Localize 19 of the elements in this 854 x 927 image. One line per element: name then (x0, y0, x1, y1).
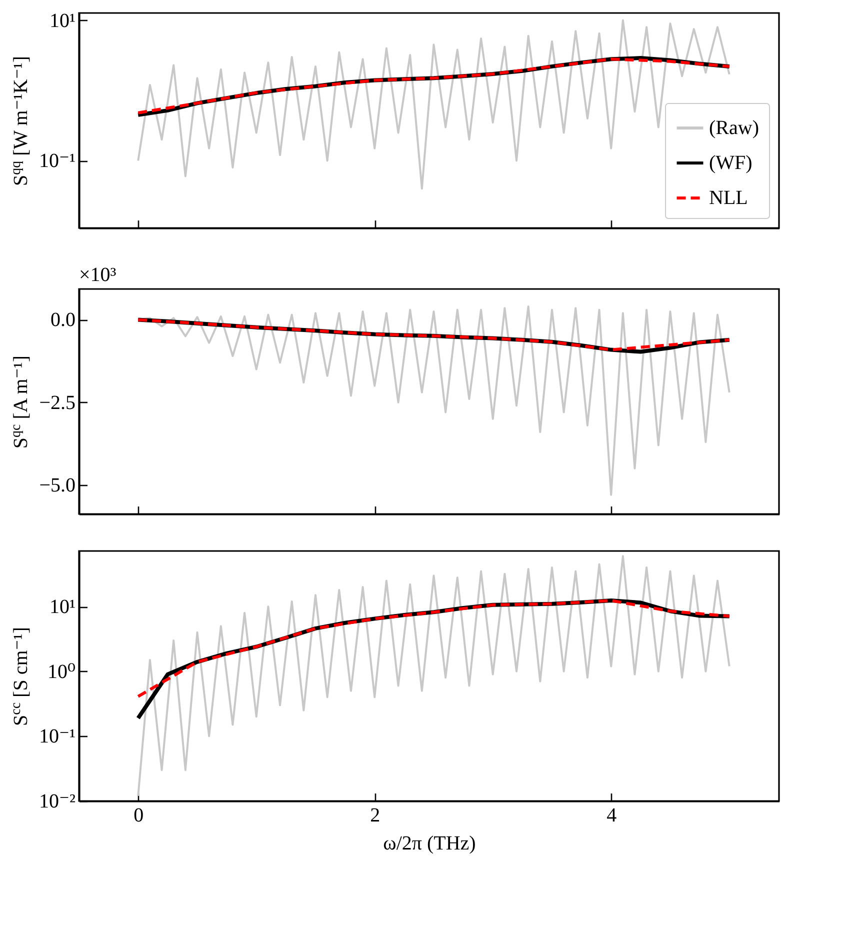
y-tick-label: 10⁰ (47, 660, 76, 683)
x-tick-label: 4 (606, 804, 617, 826)
line-series (137, 555, 730, 797)
y-tick-label: 0.0 (50, 309, 76, 332)
text: ×10³ (79, 264, 116, 286)
legend-label: NLL (709, 187, 748, 209)
x-tick-label: 0 (134, 804, 144, 826)
legend-label: (Raw) (709, 117, 759, 139)
legend-label: (WF) (709, 152, 752, 174)
line-series (136, 599, 731, 698)
y-tick-label: 10⁻¹ (38, 726, 76, 748)
y-tick-label: −2.5 (39, 392, 76, 414)
y-tick-label: 10¹ (50, 596, 76, 618)
x-axis-title: ω/2π (THz) (383, 832, 476, 854)
y-tick-label: 10⁻² (38, 790, 76, 812)
y-tick-label: 10¹ (50, 10, 76, 32)
x-tick-label: 2 (370, 804, 380, 826)
y-tick-label: 10⁻¹ (38, 150, 76, 172)
y-tick-label: −5.0 (39, 474, 76, 496)
